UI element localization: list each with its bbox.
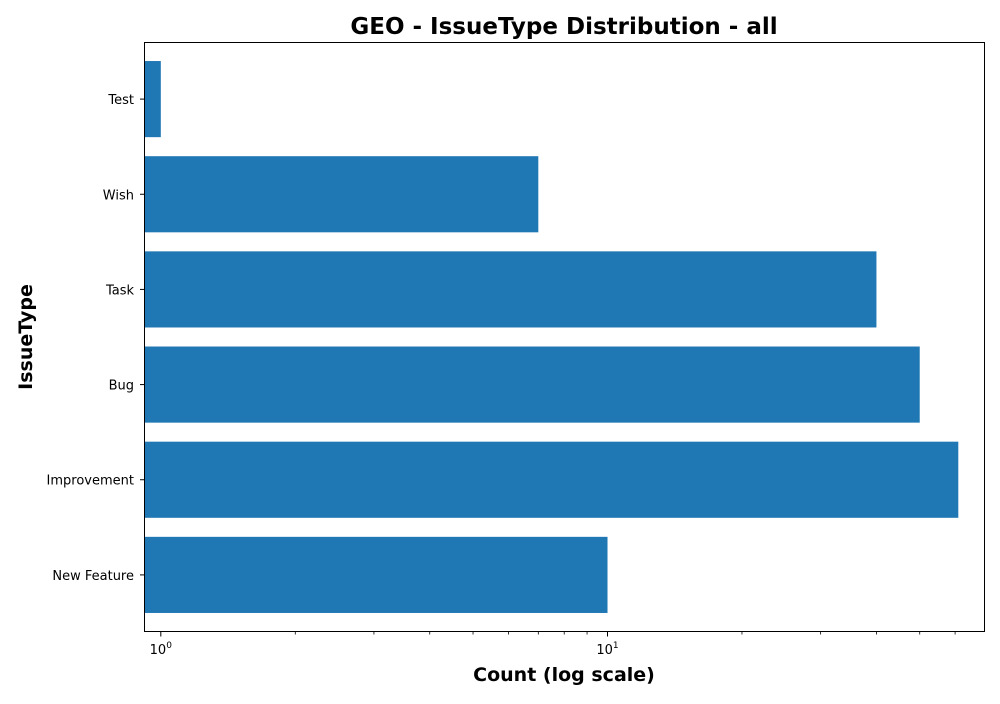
y-tick-label-new-feature: New Feature <box>52 569 134 584</box>
y-tick-label-bug: Bug <box>109 379 134 394</box>
bar-new-feature <box>144 536 608 613</box>
x-axis-ticks: 100 101 <box>150 632 956 658</box>
y-tick-label-wish: Wish <box>103 188 134 203</box>
bar-test <box>144 61 161 138</box>
x-tick-label-1: 100 <box>150 641 173 658</box>
x-tick-label-10: 101 <box>596 641 618 658</box>
bars-group <box>144 61 959 613</box>
y-axis-ticks: New Feature Improvement Bug Task Wish Test <box>47 93 144 584</box>
chart-title: GEO - IssueType Distribution - all <box>350 14 777 40</box>
bar-improvement <box>144 441 959 518</box>
y-tick-label-task: Task <box>105 283 135 298</box>
x-axis-label: Count (log scale) <box>473 664 655 686</box>
y-tick-label-test: Test <box>107 93 134 108</box>
bar-task <box>144 251 877 328</box>
plot-frame <box>144 42 985 632</box>
y-axis-label: IssueType <box>15 284 37 390</box>
bar-bug <box>144 346 920 423</box>
y-tick-label-improvement: Improvement <box>47 474 134 489</box>
bar-wish <box>144 156 539 233</box>
